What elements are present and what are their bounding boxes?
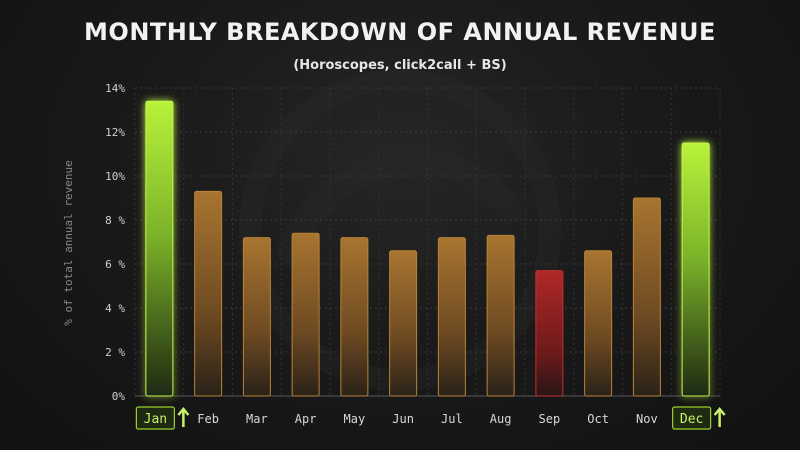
y-tick-label: 12% xyxy=(105,126,125,139)
x-tick-label-oct: Oct xyxy=(587,412,609,426)
up-arrow-icon xyxy=(713,407,726,427)
up-arrow-icon xyxy=(177,407,190,427)
bar-mar xyxy=(242,237,271,397)
grid-lines xyxy=(134,87,721,397)
x-tick-label-may: May xyxy=(344,412,366,426)
chart-subtitle: (Horoscopes, click2call + BS) xyxy=(293,58,507,73)
x-tick-label-nov: Nov xyxy=(636,412,658,426)
highlight-label-box xyxy=(672,406,712,430)
x-tick-label-jul: Jul xyxy=(441,412,463,426)
y-tick-label: 10% xyxy=(105,170,125,183)
bar-sep xyxy=(535,270,564,397)
bar-dec xyxy=(681,142,710,397)
bar-oct xyxy=(584,250,613,397)
x-tick-label-dec: Dec xyxy=(680,412,703,427)
x-tick-label-aug: Aug xyxy=(490,412,512,426)
bar-aug xyxy=(486,234,515,397)
y-tick-label: 14% xyxy=(105,82,125,95)
y-tick-labels: 0% 2 % 4 % 6 % 8 % 10% 12% 14% xyxy=(105,82,125,403)
y-axis-label: % of total annual revenue xyxy=(62,160,75,326)
highlight-label-box xyxy=(135,406,175,430)
y-tick-label: 6 % xyxy=(105,258,125,271)
bar-feb xyxy=(194,190,223,397)
chart-title: MONTHLY BREAKDOWN OF ANNUAL REVENUE xyxy=(84,18,716,46)
y-tick-label: 8 % xyxy=(105,214,125,227)
x-tick-label-jun: Jun xyxy=(392,412,414,426)
x-tick-label-mar: Mar xyxy=(246,412,268,426)
bar-jun xyxy=(389,250,418,397)
bar-jul xyxy=(437,237,466,397)
bar-jan xyxy=(145,100,174,397)
bar-nov xyxy=(632,197,661,397)
x-tick-label-sep: Sep xyxy=(539,412,561,426)
y-tick-label: 2 % xyxy=(105,346,125,359)
bars xyxy=(145,100,710,397)
x-tick-label-apr: Apr xyxy=(295,412,317,426)
y-tick-label: 4 % xyxy=(105,302,125,315)
y-tick-label: 0% xyxy=(112,390,126,403)
x-category-labels: Jan Feb Mar Apr May Jun Jul Aug Sep Oct Nov Dec xyxy=(135,406,726,430)
x-tick-label-feb: Feb xyxy=(197,412,219,426)
x-tick-label-jan: Jan xyxy=(144,412,167,427)
bar-apr xyxy=(291,232,320,397)
bar-may xyxy=(340,237,369,397)
